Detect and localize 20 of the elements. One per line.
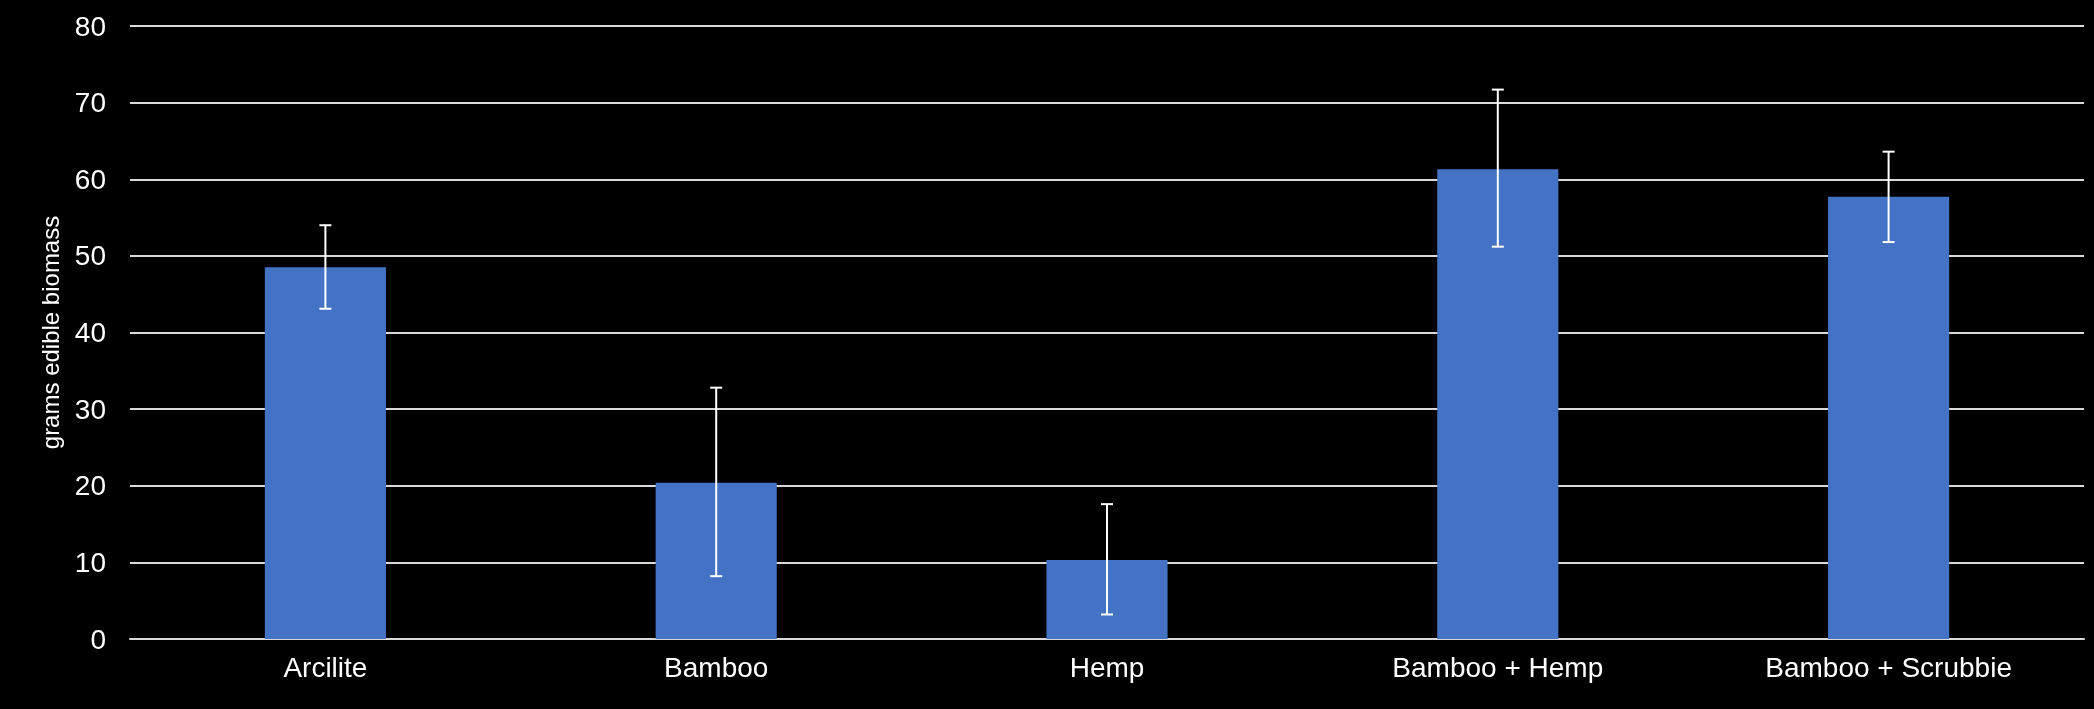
x-tick-label: Bamboo [664,651,769,683]
y-tick-label: 70 [74,87,106,119]
y-tick-label: 40 [74,317,106,348]
y-axis-title: grams edible biomass [36,215,64,450]
y-tick-label: 50 [74,240,106,272]
bar [655,482,777,639]
bar [1046,560,1168,639]
bar [1828,196,1950,639]
x-tick-label: Bamboo + Scrubbie [1765,651,2012,683]
y-tick-label: 30 [74,393,106,425]
y-tick-label: 20 [74,470,106,502]
y-tick-label: 0 [90,623,106,655]
y-tick-label: 60 [74,163,106,195]
bar [264,267,386,639]
x-tick-label: Bamboo + Hemp [1392,651,1604,683]
x-tick-label: Arcilite [283,651,368,683]
bar [1437,169,1559,639]
x-tick-label: Hemp [1069,651,1145,683]
y-tick-label: 80 [74,10,106,42]
y-tick-label: 10 [74,546,106,578]
